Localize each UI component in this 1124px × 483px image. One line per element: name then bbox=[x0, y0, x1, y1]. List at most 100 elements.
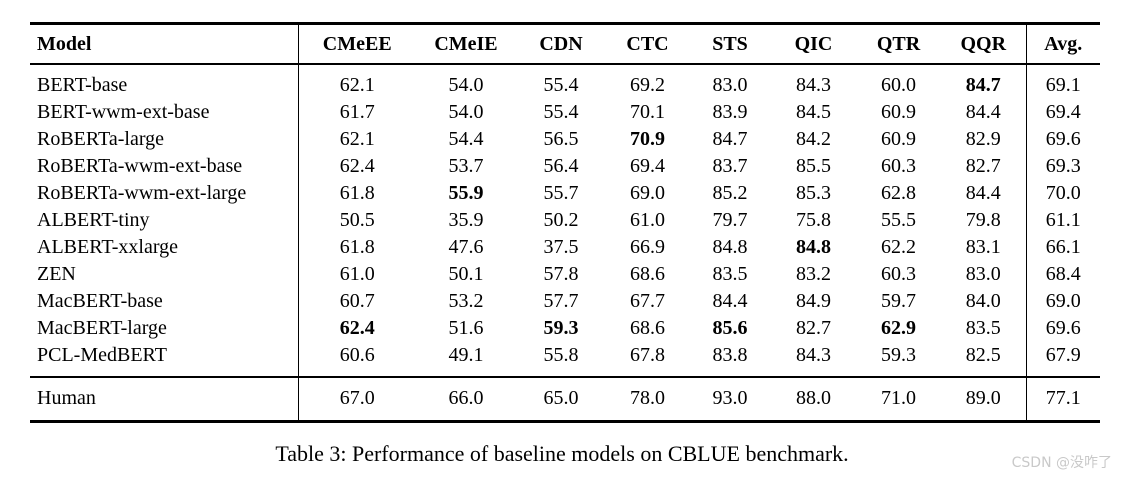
score-cell: 83.0 bbox=[965, 263, 1001, 285]
results-table: Model CMeEE CMeIE CDN CTC STS QIC QTR QQR Avg. BE… bbox=[30, 22, 1100, 423]
score-cell: 60.9 bbox=[881, 101, 916, 123]
score-cell: 66.9 bbox=[630, 236, 665, 258]
table-row: RoBERTa-wwm-ext-base 62.4 53.7 56.4 69.4 83.7… bbox=[30, 153, 1100, 180]
score-cell: 68.6 bbox=[630, 263, 665, 285]
score-cell: 83.2 bbox=[796, 263, 831, 285]
score-cell: 67.7 bbox=[630, 290, 665, 312]
model-name: MacBERT-large bbox=[37, 317, 167, 339]
score-cell: 83.1 bbox=[965, 236, 1001, 258]
score-cell: 60.7 bbox=[297, 288, 416, 315]
table-row: BERT-wwm-ext-base 61.7 54.0 55.4 70.1 83.9 84.… bbox=[30, 99, 1100, 126]
score-cell: 84.5 bbox=[796, 101, 831, 123]
score-cell: 49.1 bbox=[448, 344, 484, 366]
score-cell: 47.6 bbox=[448, 236, 484, 258]
score-cell: 77.1 bbox=[1025, 376, 1100, 422]
watermark: CSDN @没咋了 bbox=[1011, 455, 1112, 471]
score-cell: 50.2 bbox=[543, 209, 579, 231]
score-cell: 82.5 bbox=[965, 344, 1001, 366]
score-cell: 61.0 bbox=[630, 209, 665, 231]
score-cell: 70.1 bbox=[630, 101, 665, 123]
score-cell: 61.0 bbox=[297, 261, 416, 288]
table-header: Model CMeEE CMeIE CDN CTC STS QIC QTR QQR Avg. bbox=[30, 23, 1100, 65]
table-caption: Table 3: Performance of baseline models … bbox=[275, 441, 849, 466]
col-header-avg: Avg. bbox=[1025, 23, 1100, 65]
table-row: ALBERT-xxlarge 61.8 47.6 37.5 66.9 84.8 84.8 62… bbox=[30, 234, 1100, 261]
score-cell: 83.5 bbox=[712, 263, 748, 285]
score-cell: 75.8 bbox=[796, 209, 831, 231]
col-header-ctc: CTC bbox=[606, 23, 689, 65]
score-cell: 55.4 bbox=[543, 74, 579, 96]
score-cell: 82.9 bbox=[965, 128, 1001, 150]
score-cell: 85.3 bbox=[796, 182, 831, 204]
score-cell: 61.8 bbox=[297, 234, 416, 261]
score-cell: 60.9 bbox=[881, 128, 916, 150]
human-row: Human 67.0 66.0 65.0 78.0 93.0 88.0 71.0 89.0 77.… bbox=[30, 376, 1100, 422]
score-cell: 82.7 bbox=[796, 317, 831, 339]
score-cell: 66.1 bbox=[1025, 234, 1100, 261]
score-cell: 61.8 bbox=[297, 180, 416, 207]
col-header-sts: STS bbox=[689, 23, 771, 65]
model-name: BERT-wwm-ext-base bbox=[37, 101, 210, 123]
score-cell: 84.4 bbox=[712, 290, 748, 312]
results-table-container: Model CMeEE CMeIE CDN CTC STS QIC QTR QQR Avg. BE… bbox=[30, 22, 1100, 423]
score-cell: 68.4 bbox=[1025, 261, 1100, 288]
model-name: RoBERTa-wwm-ext-base bbox=[37, 155, 243, 177]
score-cell: 83.7 bbox=[712, 155, 748, 177]
score-cell: 62.1 bbox=[297, 126, 416, 153]
score-cell: 79.7 bbox=[712, 209, 748, 231]
score-cell: 88.0 bbox=[771, 376, 856, 422]
model-name: BERT-base bbox=[37, 74, 128, 96]
score-cell: 35.9 bbox=[448, 209, 484, 231]
score-cell: 69.3 bbox=[1025, 153, 1100, 180]
score-cell: 53.7 bbox=[448, 155, 484, 177]
score-cell: 83.8 bbox=[712, 344, 748, 366]
score-cell: 60.6 bbox=[297, 342, 416, 377]
score-cell: 55.5 bbox=[881, 209, 916, 231]
model-name: Human bbox=[30, 376, 298, 422]
score-cell: 55.4 bbox=[543, 101, 579, 123]
score-cell: 54.4 bbox=[448, 128, 484, 150]
col-header-cmeie: CMeIE bbox=[416, 23, 516, 65]
score-cell: 67.0 bbox=[297, 376, 416, 422]
score-cell: 84.9 bbox=[796, 290, 831, 312]
score-cell: 50.1 bbox=[448, 263, 484, 285]
score-cell: 83.5 bbox=[965, 317, 1001, 339]
col-header-cmeee: CMeEE bbox=[297, 23, 416, 65]
score-cell: 69.2 bbox=[630, 74, 665, 96]
score-cell: 68.6 bbox=[630, 317, 665, 339]
score-cell: 69.4 bbox=[1025, 99, 1100, 126]
score-cell: 93.0 bbox=[689, 376, 771, 422]
score-cell: 56.4 bbox=[543, 155, 579, 177]
score-cell: 71.0 bbox=[856, 376, 941, 422]
model-name: RoBERTa-wwm-ext-large bbox=[37, 182, 247, 204]
score-cell: 55.9 bbox=[448, 182, 484, 204]
score-cell: 59.7 bbox=[881, 290, 916, 312]
score-cell: 84.4 bbox=[965, 182, 1001, 204]
score-cell: 69.6 bbox=[1025, 315, 1100, 342]
score-cell: 70.9 bbox=[630, 128, 665, 150]
score-cell: 59.3 bbox=[543, 317, 579, 339]
model-name: PCL-MedBERT bbox=[37, 344, 167, 366]
score-cell: 83.9 bbox=[712, 101, 748, 123]
score-cell: 59.3 bbox=[881, 344, 916, 366]
model-name: ALBERT-xxlarge bbox=[37, 236, 179, 258]
score-cell: 62.4 bbox=[297, 315, 416, 342]
score-cell: 62.1 bbox=[297, 64, 416, 99]
score-cell: 62.4 bbox=[297, 153, 416, 180]
table-row: RoBERTa-wwm-ext-large 61.8 55.9 55.7 69.0 85.… bbox=[30, 180, 1100, 207]
score-cell: 62.2 bbox=[881, 236, 916, 258]
score-cell: 53.2 bbox=[448, 290, 484, 312]
col-header-qtr: QTR bbox=[856, 23, 941, 65]
score-cell: 89.0 bbox=[941, 376, 1026, 422]
score-cell: 67.8 bbox=[630, 344, 665, 366]
score-cell: 54.0 bbox=[448, 101, 484, 123]
score-cell: 84.3 bbox=[796, 344, 831, 366]
score-cell: 60.0 bbox=[881, 74, 916, 96]
table-row: PCL-MedBERT 60.6 49.1 55.8 67.8 83.8 84.3 59.3 8… bbox=[30, 342, 1100, 377]
score-cell: 84.3 bbox=[796, 74, 831, 96]
table-row: MacBERT-large 62.4 51.6 59.3 68.6 85.6 82.7 62.… bbox=[30, 315, 1100, 342]
score-cell: 50.5 bbox=[297, 207, 416, 234]
score-cell: 84.8 bbox=[796, 236, 831, 258]
score-cell: 62.9 bbox=[881, 317, 916, 339]
score-cell: 84.7 bbox=[965, 74, 1001, 96]
